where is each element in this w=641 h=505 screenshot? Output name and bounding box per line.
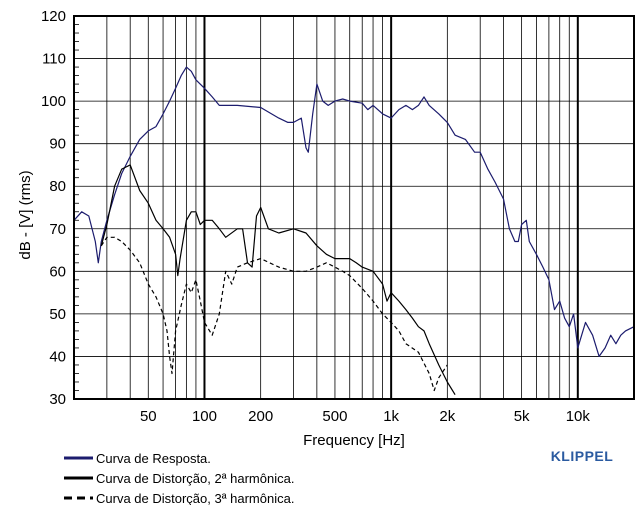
x-tick-label: 1k xyxy=(383,408,399,425)
x-tick-label: 200 xyxy=(248,408,273,425)
tick-labels: 30 40 50 60 70 80 90 100 110 120 50 100 200 500 1k 2k 5k… xyxy=(41,8,590,425)
grid-lines xyxy=(73,15,635,400)
x-tick-label: 100 xyxy=(192,408,217,425)
legend: Curva de Resposta. Curva de Distorção, 2ª… xyxy=(64,451,294,505)
y-tick-label: 100 xyxy=(41,93,66,110)
x-axis-label: Frequency [Hz] xyxy=(303,432,405,449)
y-axis-label: dB - [V] (rms) xyxy=(17,170,34,259)
y-tick-label: 30 xyxy=(49,391,66,408)
y-tick-label: 40 xyxy=(49,348,66,365)
x-tick-label: 10k xyxy=(566,408,591,425)
y-tick-label: 70 xyxy=(49,221,66,238)
legend-label-1: Curva de Resposta. xyxy=(96,451,211,466)
x-tick-label: 2k xyxy=(439,408,455,425)
plot-frame xyxy=(73,15,635,400)
klippel-logo: KLIPPEL xyxy=(551,448,614,464)
y-tick-label: 50 xyxy=(49,306,66,323)
y-tick-label: 80 xyxy=(49,178,66,195)
series-line-3 xyxy=(100,236,448,392)
legend-label-2: Curva de Distorção, 2ª harmônica. xyxy=(96,471,294,486)
series-lines xyxy=(73,66,635,396)
x-tick-label: 5k xyxy=(514,408,530,425)
x-tick-label: 50 xyxy=(140,408,157,425)
y-tick-label: 110 xyxy=(42,51,66,68)
y-tick-label: 120 xyxy=(41,8,66,25)
legend-label-3: Curva de Distorção, 3ª harmônica. xyxy=(96,491,294,505)
series-line-2 xyxy=(100,164,456,396)
y-tick-label: 60 xyxy=(49,263,66,280)
series-line-1 xyxy=(73,66,635,357)
x-tick-label: 500 xyxy=(322,408,347,425)
y-tick-label: 90 xyxy=(49,136,66,153)
